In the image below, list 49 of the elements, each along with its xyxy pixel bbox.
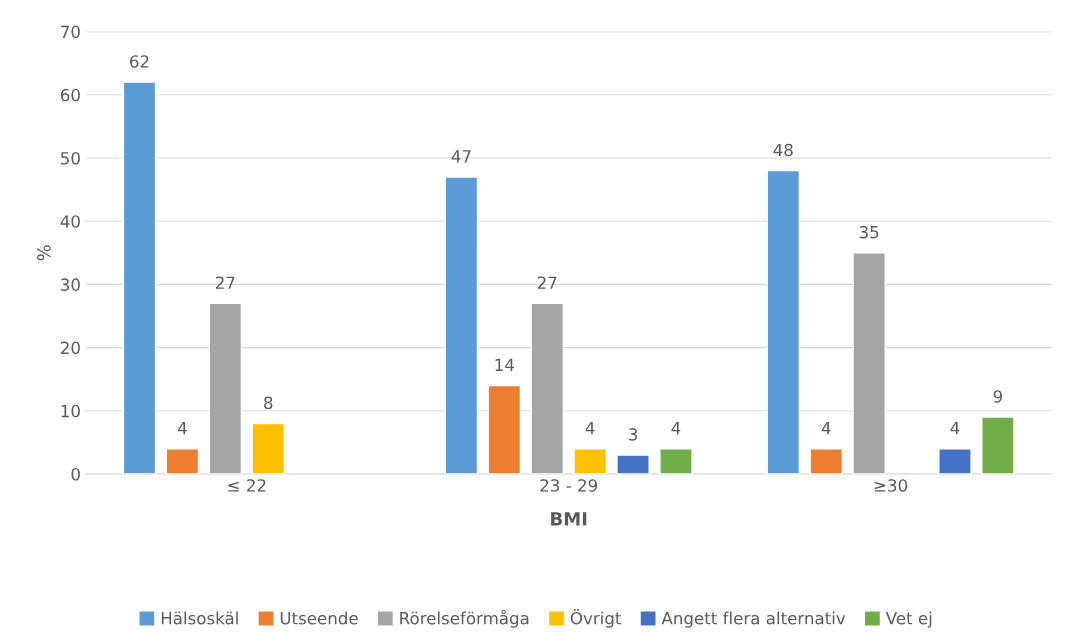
bar [573, 448, 607, 474]
bar [251, 422, 286, 474]
legend-label: Rörelseförmåga [400, 609, 529, 628]
y-tick-label: 60 [60, 88, 80, 102]
bar [165, 448, 200, 474]
x-tick-label: ≥30 [874, 479, 908, 492]
y-tick-label: 30 [61, 278, 80, 291]
y-tick-label: 0 [71, 467, 80, 481]
bar [487, 384, 522, 474]
bar [616, 454, 650, 474]
bar [530, 302, 565, 474]
legend-label: Angett flera alternativ [661, 611, 846, 628]
data-label: 4 [585, 421, 595, 435]
data-label: 3 [629, 428, 638, 441]
data-label: 48 [773, 143, 793, 157]
data-label: 9 [993, 390, 1003, 403]
data-label: 62 [130, 55, 149, 68]
legend-label: Hälsoskäl [161, 611, 238, 625]
data-label: 4 [950, 421, 960, 435]
y-tick-label: 10 [61, 404, 80, 418]
data-label: 14 [495, 358, 514, 371]
bar [809, 448, 843, 474]
bar [938, 448, 972, 474]
bar [444, 176, 479, 474]
x-tick-label: 23 - 29 [540, 479, 598, 492]
data-label: 47 [451, 150, 471, 163]
bar [122, 81, 157, 474]
bar [852, 252, 886, 474]
y-tick-label: 40 [60, 215, 80, 228]
data-label: 27 [215, 276, 235, 289]
data-label: 8 [264, 396, 273, 410]
x-axis-title: BMI [551, 512, 587, 526]
data-label: 4 [177, 421, 187, 435]
legend-label: Utseende [280, 611, 358, 625]
data-label: 35 [859, 225, 879, 239]
bar [766, 169, 801, 474]
y-tick-label: 70 [61, 25, 80, 39]
bar [208, 302, 243, 474]
y-tick-label: 20 [60, 341, 80, 355]
legend-label: Vet ej [885, 611, 932, 628]
data-label: 4 [821, 421, 831, 435]
data-label: 27 [537, 276, 557, 289]
data-label: 4 [671, 421, 681, 435]
legend-label: Övrigt [570, 609, 622, 628]
bar [981, 416, 1015, 474]
y-axis-title: % [37, 245, 51, 261]
bar [659, 448, 693, 474]
y-tick-label: 50 [61, 151, 80, 165]
x-tick-label: ≤ 22 [228, 479, 266, 492]
